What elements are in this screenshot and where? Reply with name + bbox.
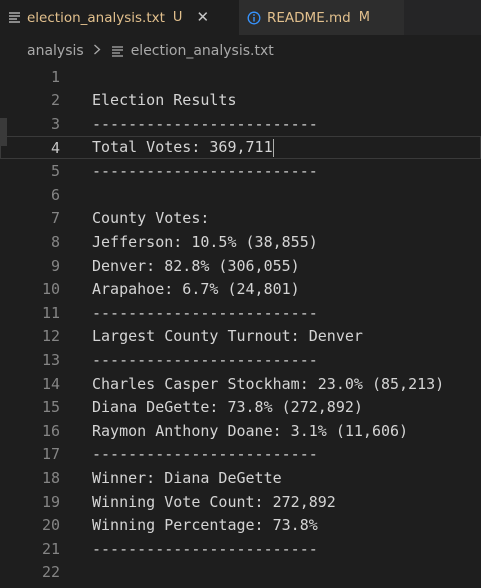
line-number: 7 (50, 209, 60, 228)
git-status-badge: M (358, 10, 370, 25)
line-text: ------------------------- (92, 114, 318, 133)
line-number: 14 (41, 374, 60, 393)
editor-line[interactable]: 6 (0, 183, 481, 207)
line-number: 15 (41, 398, 60, 417)
editor-line[interactable]: 5 ------------------------- (0, 159, 481, 183)
editor-line[interactable]: 19 Winning Vote Count: 272,892 (0, 490, 481, 514)
line-text: Charles Casper Stockham: 23.0% (85,213) (92, 374, 445, 393)
editor-line[interactable]: 2 Election Results (0, 89, 481, 113)
line-number: 17 (41, 445, 60, 464)
editor-line[interactable]: 17 ------------------------- (0, 443, 481, 467)
text-lines-icon (111, 45, 124, 58)
line-text: ------------------------- (92, 350, 318, 369)
line-number: 21 (41, 539, 60, 558)
editor-line[interactable]: 14 Charles Casper Stockham: 23.0% (85,213… (0, 372, 481, 396)
line-text: Raymon Anthony Doane: 3.1% (11,606) (92, 421, 409, 440)
line-number: 9 (50, 256, 60, 275)
info-circle-icon (247, 11, 261, 25)
line-text: ------------------------- (92, 539, 318, 558)
line-number: 6 (50, 185, 60, 204)
line-number: 16 (41, 421, 60, 440)
line-number: 10 (41, 280, 60, 299)
line-number: 8 (50, 232, 60, 251)
editor-line[interactable]: 7 County Votes: (0, 207, 481, 231)
line-text: Winning Vote Count: 272,892 (92, 492, 336, 511)
editor-line[interactable]: 13 ------------------------- (0, 348, 481, 372)
line-text: Arapahoe: 6.7% (24,801) (92, 280, 300, 299)
line-number: 20 (41, 516, 60, 535)
line-text: Winning Percentage: 73.8% (92, 516, 318, 535)
editor-line[interactable]: 21 ------------------------- (0, 537, 481, 561)
sidebar-edge (0, 118, 7, 146)
line-number: 12 (41, 327, 60, 346)
line-text: Winner: Diana DeGette (92, 468, 282, 487)
line-number: 22 (41, 563, 60, 582)
breadcrumb: analysis election_analysis.txt (0, 35, 481, 67)
line-text: Diana DeGette: 73.8% (272,892) (92, 398, 363, 417)
editor-line[interactable]: 11 ------------------------- (0, 301, 481, 325)
line-text: Jefferson: 10.5% (38,855) (92, 232, 318, 251)
tab-readme[interactable]: README.md M (239, 0, 404, 35)
editor-line[interactable]: 18 Winner: Diana DeGette (0, 466, 481, 490)
breadcrumb-file[interactable]: election_analysis.txt (130, 43, 274, 59)
line-text: Denver: 82.8% (306,055) (92, 256, 300, 275)
line-text: ------------------------- (92, 162, 318, 181)
editor-line[interactable]: 16 Raymon Anthony Doane: 3.1% (11,606) (0, 419, 481, 443)
line-number: 13 (41, 350, 60, 369)
editor-line[interactable]: 12 Largest County Turnout: Denver (0, 325, 481, 349)
line-number: 11 (41, 303, 60, 322)
line-text: Largest County Turnout: Denver (92, 327, 363, 346)
line-text: County Votes: (92, 209, 210, 228)
editor-line-current[interactable]: 4 Total Votes: 369,711 (0, 135, 481, 160)
line-number: 19 (41, 492, 60, 511)
git-status-badge: U (172, 10, 183, 25)
editor-line[interactable]: 15 Diana DeGette: 73.8% (272,892) (0, 395, 481, 419)
line-number: 18 (41, 468, 60, 487)
line-text: Total Votes: 369,711 (92, 138, 275, 157)
editor-line[interactable]: 8 Jefferson: 10.5% (38,855) (0, 230, 481, 254)
editor-line[interactable]: 9 Denver: 82.8% (306,055) (0, 254, 481, 278)
tab-election-analysis[interactable]: election_analysis.txt U ✕ (0, 0, 239, 35)
editor-line[interactable]: 22 (0, 561, 481, 585)
breadcrumb-folder[interactable]: analysis (27, 43, 84, 59)
tab-label: election_analysis.txt (27, 9, 165, 26)
text-lines-icon (8, 11, 21, 24)
line-number: 4 (50, 138, 60, 157)
line-text: ------------------------- (92, 445, 318, 464)
line-number: 3 (50, 114, 60, 133)
close-icon[interactable]: ✕ (196, 8, 210, 26)
line-number: 1 (50, 67, 60, 86)
line-text: Election Results (92, 91, 237, 110)
editor-line[interactable]: 3 ------------------------- (0, 112, 481, 136)
line-number: 2 (50, 91, 60, 110)
chevron-right-icon (93, 44, 101, 59)
line-text: ------------------------- (92, 303, 318, 322)
editor-line[interactable]: 1 (0, 65, 481, 89)
editor-line[interactable]: 10 Arapahoe: 6.7% (24,801) (0, 277, 481, 301)
tab-bar-empty-area (404, 0, 481, 35)
text-cursor (272, 138, 275, 157)
tab-label: README.md (267, 9, 351, 26)
editor-line[interactable]: 20 Winning Percentage: 73.8% (0, 513, 481, 537)
line-number: 5 (50, 162, 60, 181)
tab-bar: election_analysis.txt U ✕ README.md M (0, 0, 481, 35)
